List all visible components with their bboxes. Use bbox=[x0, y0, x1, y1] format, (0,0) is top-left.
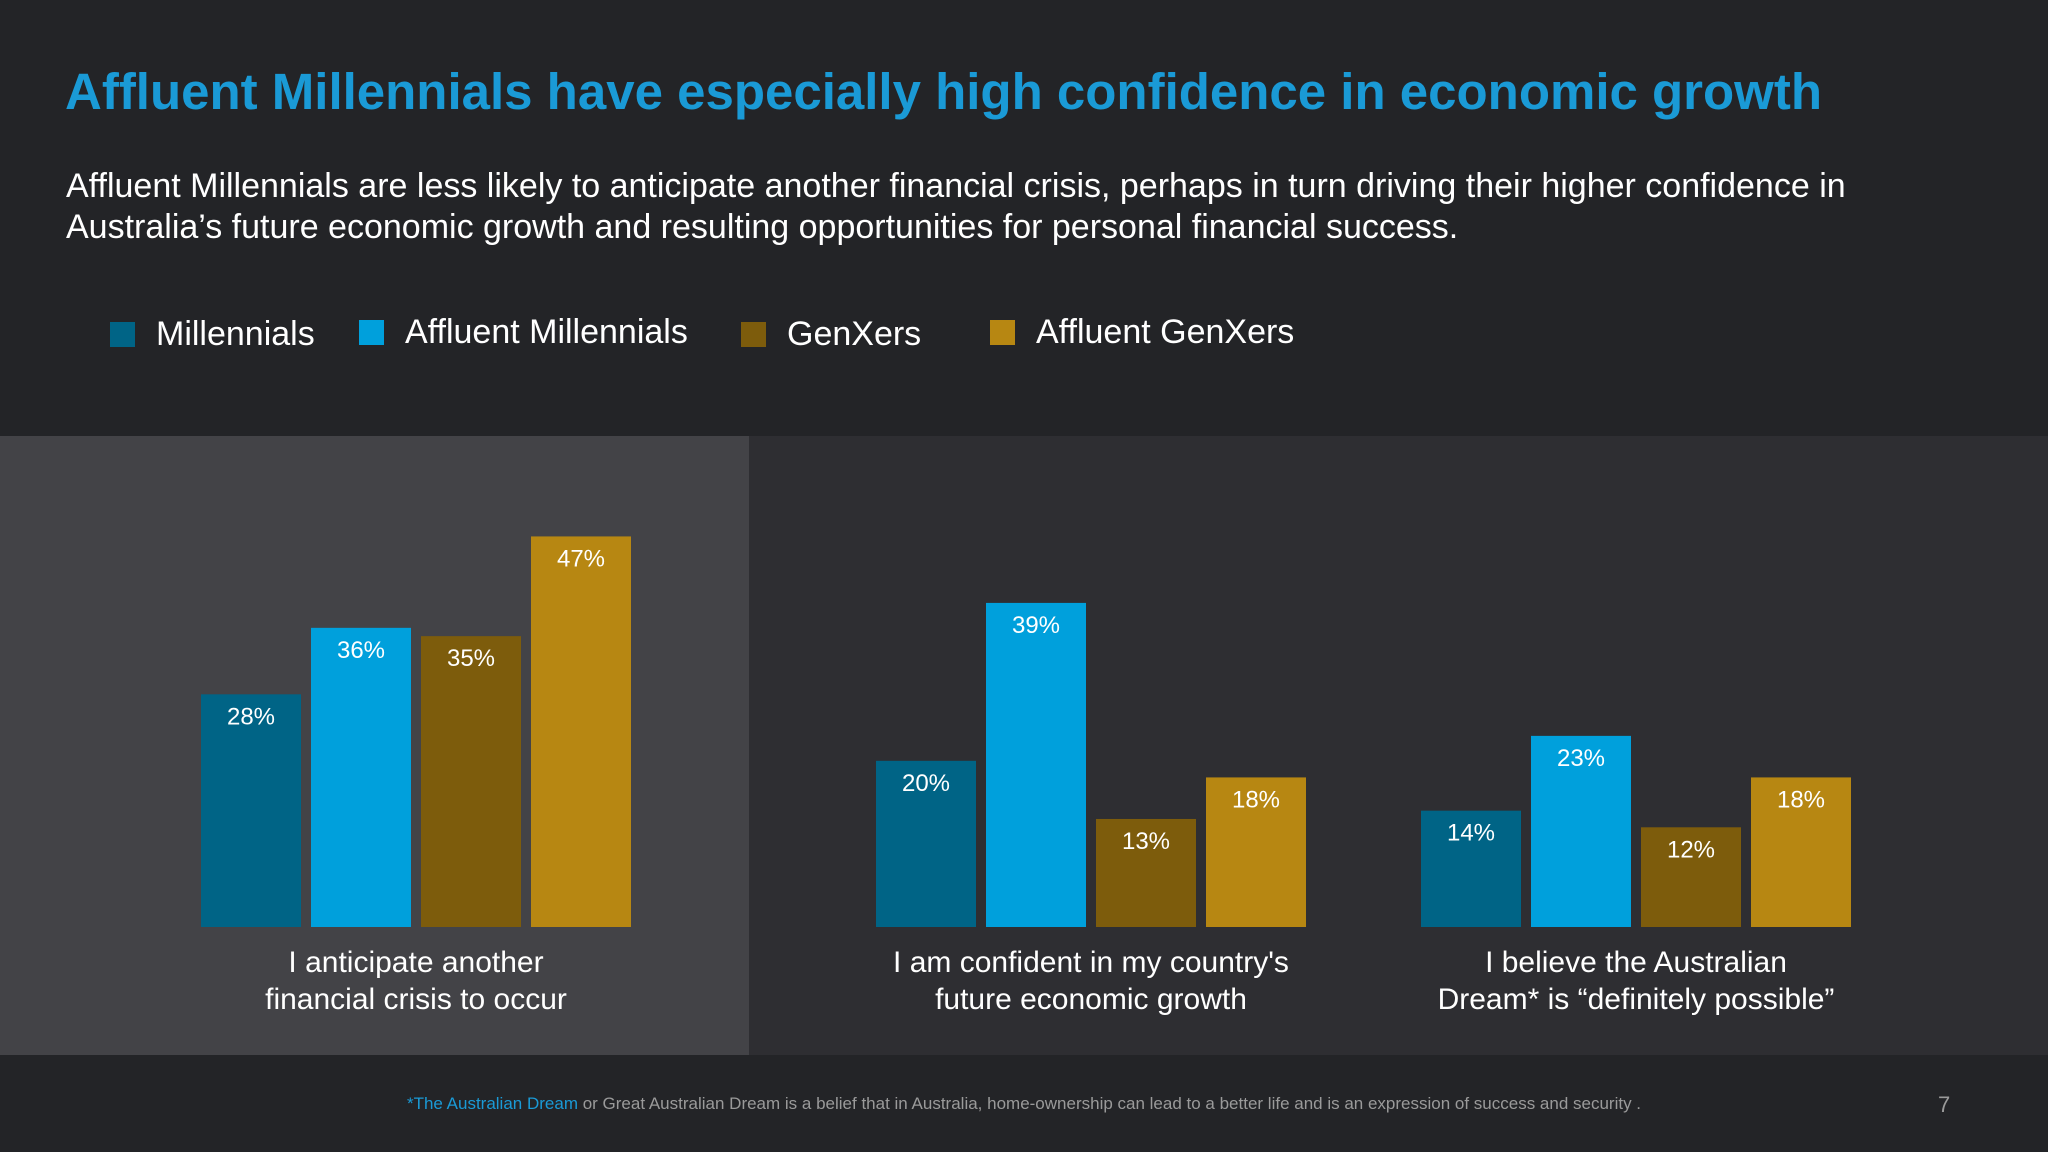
legend-swatch-genxers bbox=[741, 321, 766, 347]
data-label-economic-growth-affluent-genxers: 18% bbox=[1232, 786, 1280, 813]
data-label-economic-growth-affluent-millennials: 39% bbox=[1012, 612, 1060, 639]
data-label-australian-dream-affluent-genxers: 18% bbox=[1777, 786, 1825, 813]
bar-economic-growth-affluent-millennials bbox=[986, 602, 1086, 927]
category-label-economic-growth: I am confident in my country's future eco… bbox=[831, 944, 1351, 1018]
bar-economic-growth-millennials bbox=[876, 760, 976, 927]
bar-economic-growth-affluent-genxers bbox=[1206, 777, 1306, 927]
legend-item-genxers: GenXers bbox=[741, 310, 921, 358]
legend-swatch-affluent-genxers bbox=[990, 319, 1015, 345]
data-label-australian-dream-millennials: 14% bbox=[1447, 820, 1495, 847]
data-label-financial-crisis-affluent-genxers: 47% bbox=[557, 545, 605, 572]
legend-item-millennials: Millennials bbox=[110, 310, 315, 358]
category-label-line: financial crisis to occur bbox=[265, 983, 567, 1016]
data-label-economic-growth-millennials: 20% bbox=[902, 770, 950, 797]
chart-panel bbox=[749, 436, 2048, 1055]
footnote-text: or Great Australian Dream is a belief th… bbox=[577, 1094, 1642, 1113]
bar-australian-dream-affluent-millennials bbox=[1531, 735, 1631, 927]
bar-financial-crisis-millennials bbox=[201, 694, 301, 927]
data-label-economic-growth-genxers: 13% bbox=[1122, 828, 1170, 855]
slide-subtitle: Affluent Millennials are less likely to … bbox=[66, 167, 1846, 246]
legend-label-affluent-millennials: Affluent Millennials bbox=[405, 312, 688, 351]
category-label-financial-crisis: I anticipate another financial crisis to … bbox=[156, 944, 676, 1018]
data-label-financial-crisis-affluent-millennials: 36% bbox=[337, 637, 385, 664]
bar-australian-dream-genxers bbox=[1641, 827, 1741, 927]
data-label-australian-dream-affluent-millennials: 23% bbox=[1557, 745, 1605, 772]
bar-australian-dream-affluent-genxers bbox=[1751, 777, 1851, 927]
category-label-line: I anticipate another bbox=[288, 946, 544, 979]
legend-swatch-millennials bbox=[110, 321, 135, 347]
category-label-australian-dream: I believe the Australian Dream* is “defin… bbox=[1376, 944, 1896, 1018]
page-number: 7 bbox=[1938, 1092, 1951, 1117]
legend-swatch-affluent-millennials bbox=[359, 319, 384, 345]
legend-label-millennials: Millennials bbox=[156, 314, 315, 353]
legend-item-affluent-genxers: Affluent GenXers bbox=[990, 308, 1294, 356]
category-label-line: I believe the Australian bbox=[1485, 946, 1787, 979]
category-label-line: Dream* is “definitely possible” bbox=[1437, 983, 1835, 1016]
footnote-highlight: *The Australian Dream bbox=[406, 1094, 578, 1113]
footnote: *The Australian Dream or Great Australia… bbox=[0, 1094, 2048, 1114]
bar-economic-growth-genxers bbox=[1096, 818, 1196, 927]
data-label-financial-crisis-millennials: 28% bbox=[227, 703, 275, 730]
bar-financial-crisis-genxers bbox=[421, 636, 521, 927]
legend-label-genxers: GenXers bbox=[787, 314, 922, 353]
legend-item-affluent-millennials: Affluent Millennials bbox=[359, 308, 688, 356]
bar-australian-dream-millennials bbox=[1421, 810, 1521, 927]
data-label-financial-crisis-genxers: 35% bbox=[447, 645, 495, 672]
bar-financial-crisis-affluent-millennials bbox=[311, 627, 411, 927]
category-label-line: future economic growth bbox=[935, 983, 1247, 1016]
category-label-line: I am confident in my country's bbox=[893, 946, 1289, 979]
legend-label-affluent-genxers: Affluent GenXers bbox=[1036, 312, 1295, 351]
data-label-australian-dream-genxers: 12% bbox=[1667, 836, 1715, 863]
bar-financial-crisis-affluent-genxers bbox=[531, 536, 631, 927]
slide-title: Affluent Millennials have especially hig… bbox=[65, 63, 1822, 120]
